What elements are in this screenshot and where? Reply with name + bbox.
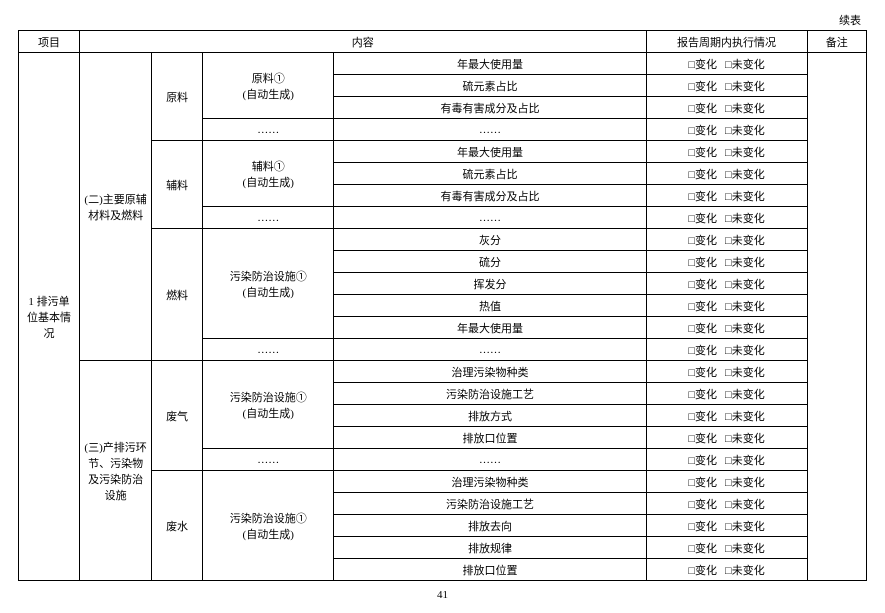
status-cell: □变化□未变化 <box>646 295 807 317</box>
item-label: 年最大使用量 <box>334 141 646 163</box>
grp-water: 废水 <box>152 471 203 581</box>
ellipsis-cell: …… <box>334 449 646 471</box>
fac-line2: (自动生成) <box>243 408 294 420</box>
item-label: 年最大使用量 <box>334 317 646 339</box>
water-facility: 污染防治设施① (自动生成) <box>203 471 334 581</box>
item-label: 排放去向 <box>334 515 646 537</box>
gas-facility: 污染防治设施① (自动生成) <box>203 361 334 449</box>
item-label: 挥发分 <box>334 273 646 295</box>
ellipsis-cell: …… <box>203 207 334 229</box>
ellipsis-cell: …… <box>203 339 334 361</box>
status-cell: □变化□未变化 <box>646 53 807 75</box>
status-cell: □变化□未变化 <box>646 119 807 141</box>
raw-facility: 原料① (自动生成) <box>203 53 334 119</box>
status-cell: □变化□未变化 <box>646 449 807 471</box>
fac-line2: (自动生成) <box>243 529 294 541</box>
status-cell: □变化□未变化 <box>646 273 807 295</box>
item-label: 治理污染物种类 <box>334 361 646 383</box>
ellipsis-cell: …… <box>334 339 646 361</box>
raw-line2: (自动生成) <box>243 89 294 101</box>
fac-line1: 污染防治设施① <box>230 392 307 404</box>
status-cell: □变化□未变化 <box>646 163 807 185</box>
aux-line2: (自动生成) <box>243 177 294 189</box>
status-cell: □变化□未变化 <box>646 559 807 581</box>
item-label: 硫分 <box>334 251 646 273</box>
ellipsis-cell: …… <box>334 119 646 141</box>
remark-cell <box>807 53 866 581</box>
item-label: 排放规律 <box>334 537 646 559</box>
status-cell: □变化□未变化 <box>646 493 807 515</box>
raw-line1: 原料① <box>252 73 285 85</box>
status-cell: □变化□未变化 <box>646 141 807 163</box>
status-cell: □变化□未变化 <box>646 405 807 427</box>
fac-line2: (自动生成) <box>243 287 294 299</box>
grp-raw: 原料 <box>152 53 203 141</box>
grp-fuel: 燃料 <box>152 229 203 361</box>
status-cell: □变化□未变化 <box>646 251 807 273</box>
item-label: 硫元素占比 <box>334 75 646 97</box>
status-cell: □变化□未变化 <box>646 229 807 251</box>
th-remark: 备注 <box>807 31 866 53</box>
item-label: 治理污染物种类 <box>334 471 646 493</box>
item-label: 排放口位置 <box>334 559 646 581</box>
aux-facility: 辅料① (自动生成) <box>203 141 334 207</box>
item-label: 排放方式 <box>334 405 646 427</box>
status-cell: □变化□未变化 <box>646 515 807 537</box>
grp-aux: 辅料 <box>152 141 203 229</box>
aux-line1: 辅料① <box>252 161 285 173</box>
header-row: 项目 内容 报告周期内执行情况 备注 <box>19 31 867 53</box>
status-cell: □变化□未变化 <box>646 317 807 339</box>
col-sec2: (二)主要原辅材料及燃料 <box>80 53 152 361</box>
fuel-facility: 污染防治设施① (自动生成) <box>203 229 334 339</box>
th-status: 报告周期内执行情况 <box>646 31 807 53</box>
status-cell: □变化□未变化 <box>646 97 807 119</box>
item-label: 有毒有害成分及占比 <box>334 185 646 207</box>
continuation-label: 续表 <box>18 12 867 28</box>
main-table: 项目 内容 报告周期内执行情况 备注 1 排污单位基本情况 (二)主要原辅材料及… <box>18 30 867 581</box>
status-cell: □变化□未变化 <box>646 339 807 361</box>
status-cell: □变化□未变化 <box>646 185 807 207</box>
item-label: 有毒有害成分及占比 <box>334 97 646 119</box>
ellipsis-cell: …… <box>334 207 646 229</box>
item-label: 硫元素占比 <box>334 163 646 185</box>
item-label: 排放口位置 <box>334 427 646 449</box>
fac-line1: 污染防治设施① <box>230 513 307 525</box>
status-cell: □变化□未变化 <box>646 207 807 229</box>
status-cell: □变化□未变化 <box>646 75 807 97</box>
item-label: 污染防治设施工艺 <box>334 383 646 405</box>
status-cell: □变化□未变化 <box>646 361 807 383</box>
status-cell: □变化□未变化 <box>646 471 807 493</box>
col-sec3: (三)产排污环节、污染物及污染防治设施 <box>80 361 152 581</box>
item-label: 污染防治设施工艺 <box>334 493 646 515</box>
th-content: 内容 <box>80 31 646 53</box>
fac-line1: 污染防治设施① <box>230 271 307 283</box>
ellipsis-cell: …… <box>203 449 334 471</box>
col-main-section: 1 排污单位基本情况 <box>19 53 80 581</box>
item-label: 年最大使用量 <box>334 53 646 75</box>
item-label: 灰分 <box>334 229 646 251</box>
page-number: 41 <box>18 589 867 601</box>
grp-gas: 废气 <box>152 361 203 471</box>
item-label: 热值 <box>334 295 646 317</box>
th-project: 项目 <box>19 31 80 53</box>
status-cell: □变化□未变化 <box>646 537 807 559</box>
status-cell: □变化□未变化 <box>646 427 807 449</box>
ellipsis-cell: …… <box>203 119 334 141</box>
status-cell: □变化□未变化 <box>646 383 807 405</box>
